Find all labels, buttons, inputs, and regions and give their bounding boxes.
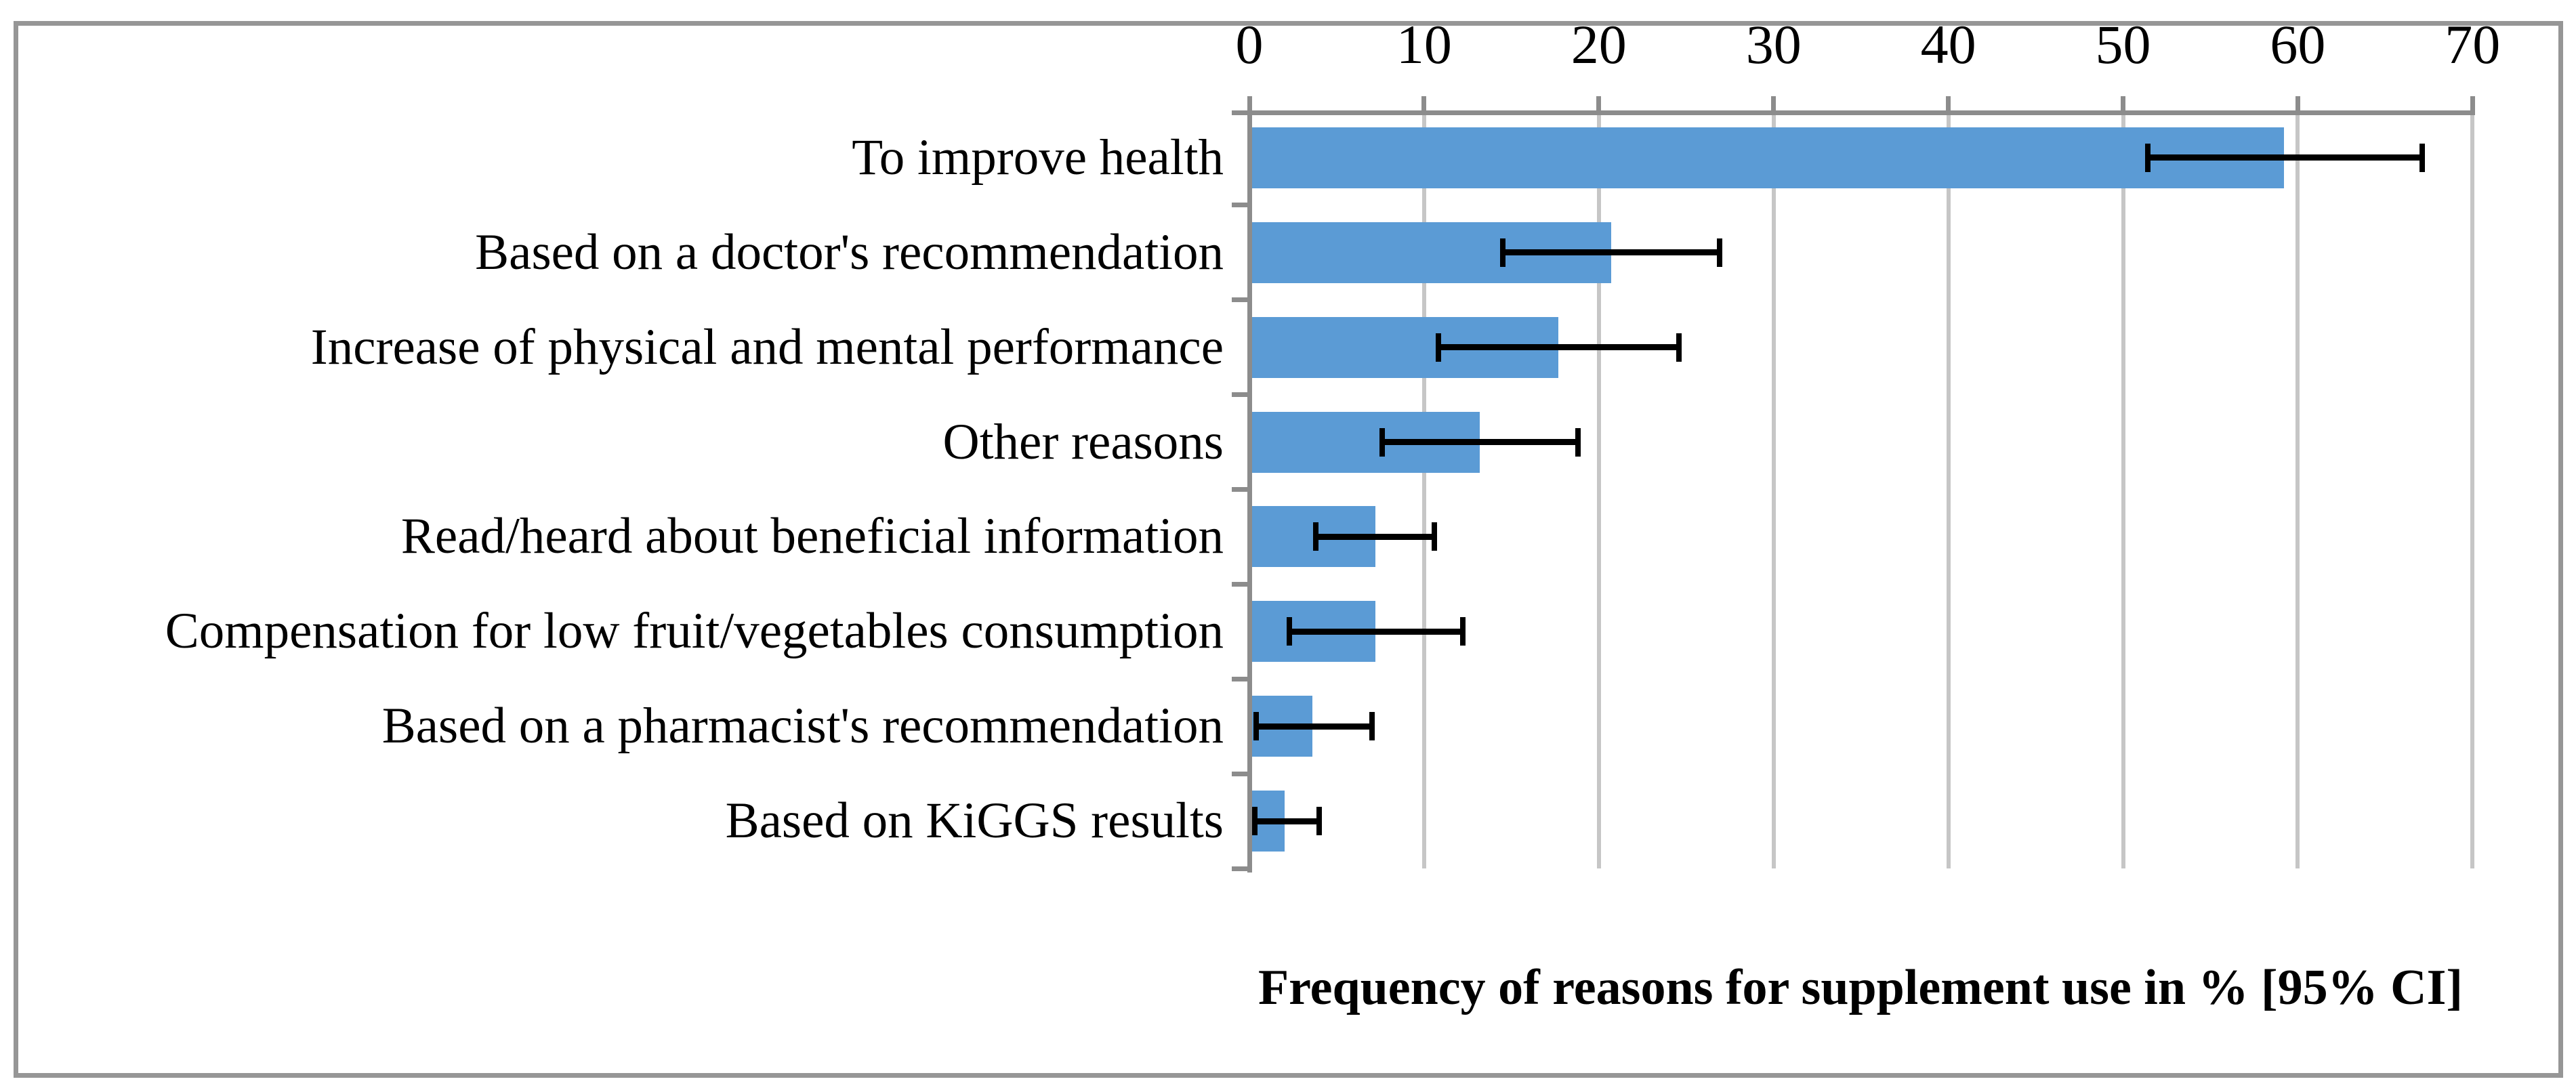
y-axis-line [1247, 96, 1252, 873]
error-bar-low-cap [1253, 712, 1260, 741]
error-bar-low-cap [1379, 427, 1385, 457]
error-bar-high-cap [1676, 333, 1682, 362]
x-axis-tick-label: 10 [1396, 14, 1452, 75]
y-axis-tick [1232, 676, 1249, 681]
category-label: Based on a doctor's recommendation [475, 224, 1224, 280]
figure-border [14, 21, 2563, 1078]
x-axis-tick [2470, 96, 2475, 115]
error-bar-high-cap [1316, 807, 1323, 836]
gridline [1771, 110, 1776, 868]
error-bar [1382, 439, 1578, 446]
error-bar-high-cap [2419, 143, 2425, 172]
x-axis-tick-label: 50 [2095, 14, 2151, 75]
gridline [1596, 110, 1601, 868]
category-label: Based on KiGGS results [725, 793, 1224, 849]
error-bar-high-cap [1369, 712, 1375, 741]
error-bar-low-cap [1435, 333, 1441, 362]
category-label: Read/heard about beneficial information [400, 508, 1224, 565]
x-axis-tick [2121, 96, 2125, 115]
chart-title: Frequency of reasons for supplement use … [1258, 960, 2464, 1015]
y-axis-tick [1232, 866, 1249, 871]
error-bar [1438, 344, 1680, 351]
x-axis-tick [1946, 96, 1951, 115]
error-bar [1316, 533, 1435, 540]
category-label: Based on a pharmacist's recommendation [381, 698, 1224, 755]
error-bar-high-cap [1459, 617, 1466, 646]
y-axis-tick [1232, 487, 1249, 492]
x-axis-tick [1771, 96, 1777, 115]
x-axis-tick [1247, 96, 1252, 115]
x-axis-tick-label: 0 [1235, 14, 1264, 75]
error-bar-low-cap [1251, 807, 1258, 836]
x-axis-tick-label: 40 [1920, 14, 1976, 75]
category-label: To improve health [852, 129, 1224, 186]
error-bar-low-cap [1287, 617, 1293, 646]
error-bar [1289, 628, 1463, 635]
x-axis-line [1232, 110, 2476, 115]
gridline [2121, 110, 2125, 868]
x-axis-tick [2295, 96, 2300, 115]
y-axis-tick [1232, 392, 1249, 398]
gridline [1421, 110, 1426, 868]
error-bar-low-cap [1313, 522, 1318, 551]
error-bar [1502, 249, 1720, 256]
gridline [2295, 110, 2300, 868]
error-bar [1254, 818, 1320, 824]
x-axis-tick-label: 70 [2445, 14, 2501, 75]
bar [1249, 127, 2284, 188]
error-bar [2147, 154, 2422, 161]
x-axis-tick-label: 60 [2270, 14, 2326, 75]
x-axis-tick-label: 30 [1745, 14, 1802, 75]
error-bar-high-cap [1575, 427, 1581, 457]
y-axis-tick [1232, 771, 1249, 776]
y-axis-tick [1232, 297, 1249, 303]
category-label: Compensation for low fruit/vegetables co… [165, 603, 1224, 660]
x-axis-tick [1421, 96, 1427, 115]
gridline [1946, 110, 1951, 868]
x-axis-tick-label: 20 [1571, 14, 1627, 75]
error-bar-high-cap [1716, 238, 1722, 267]
category-label: Increase of physical and mental performa… [310, 318, 1224, 375]
error-bar-high-cap [1432, 522, 1438, 551]
y-axis-tick [1232, 581, 1249, 587]
error-bar-low-cap [1499, 238, 1505, 267]
category-label: Other reasons [942, 413, 1224, 470]
x-axis-tick [1596, 96, 1602, 115]
y-axis-tick [1232, 203, 1249, 208]
error-bar [1256, 723, 1372, 730]
error-bar-low-cap [2144, 143, 2151, 172]
gridline [2470, 110, 2475, 868]
